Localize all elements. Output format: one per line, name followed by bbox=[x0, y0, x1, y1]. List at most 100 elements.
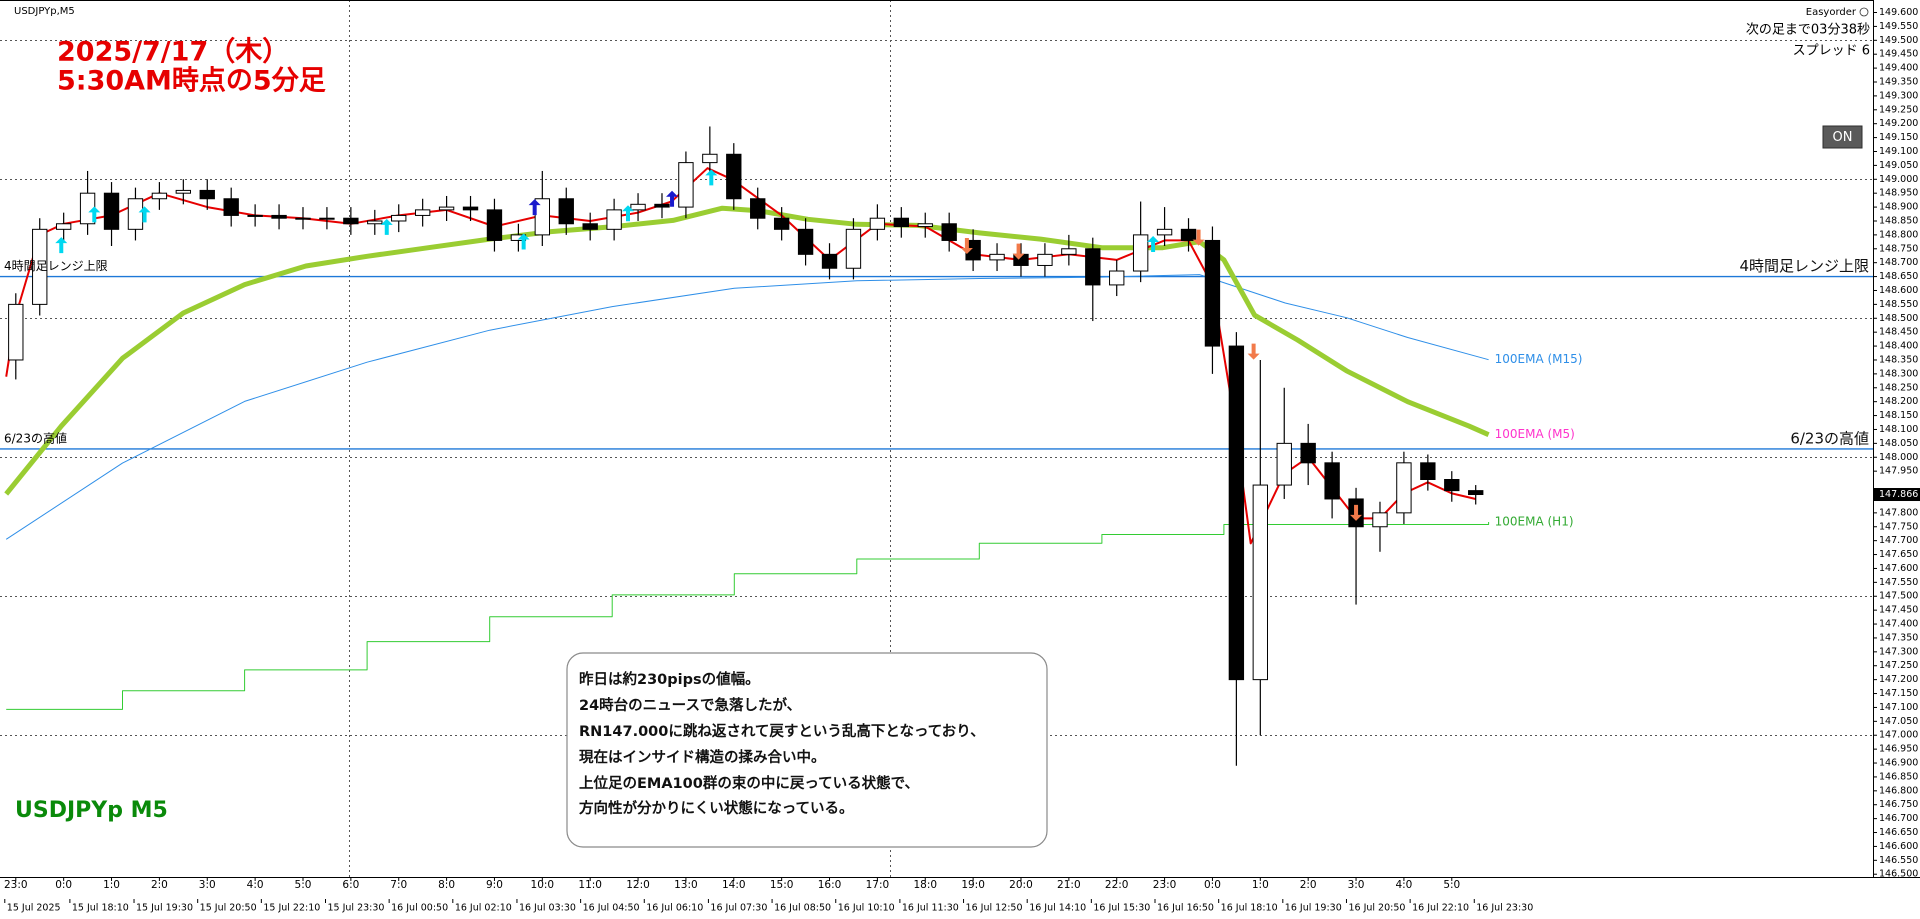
signal-arrow bbox=[517, 233, 530, 250]
x-tick-server-label: 16 Jul 11:30 bbox=[902, 903, 959, 914]
candle-body bbox=[582, 223, 598, 230]
x-tick-label: 22:0 bbox=[1105, 879, 1129, 891]
signal-arrow bbox=[1012, 243, 1025, 260]
x-tick-label: 11:0 bbox=[578, 879, 602, 891]
x-tick-label: 16:0 bbox=[818, 879, 842, 891]
x-tick-label: 4:0 bbox=[1395, 879, 1412, 891]
y-tick-label: 148.850 bbox=[1879, 215, 1918, 226]
x-tick-label: 3:0 bbox=[199, 879, 216, 891]
x-tick-server-label: 15 Jul 22:10 bbox=[263, 903, 320, 914]
x-tick-label: 10:0 bbox=[531, 879, 555, 891]
y-tick-label: 148.950 bbox=[1879, 188, 1918, 199]
y-tick-label: 146.750 bbox=[1879, 799, 1918, 810]
on-button[interactable]: ON bbox=[1822, 125, 1863, 149]
y-tick-label: 149.050 bbox=[1879, 160, 1918, 171]
x-tick-label: 4:0 bbox=[247, 879, 264, 891]
x-tick-server-label: 16 Jul 00:50 bbox=[391, 903, 448, 914]
candle-body bbox=[1372, 512, 1388, 528]
signal-arrow bbox=[666, 190, 679, 207]
candle-body bbox=[103, 192, 120, 230]
x-tick-server-label: 15 Jul 2025 bbox=[7, 903, 61, 914]
signal-arrow bbox=[55, 237, 68, 254]
candle-body bbox=[223, 198, 239, 216]
y-tick-label: 148.500 bbox=[1879, 313, 1918, 324]
overlay-text: USDJPYp,M5 2025/7/17（木） 5:30AM時点の5分足 USD… bbox=[4, 6, 1870, 848]
x-tick-label: 7:0 bbox=[390, 879, 407, 891]
candle-body bbox=[1180, 228, 1197, 241]
candle-body bbox=[917, 223, 933, 228]
x-tick-label: 0:0 bbox=[55, 879, 72, 891]
y-tick-label: 147.650 bbox=[1879, 549, 1918, 560]
x-tick-label: 5:0 bbox=[295, 879, 312, 891]
x-tick-server-label: 16 Jul 16:50 bbox=[1157, 903, 1214, 914]
chart-title: 2025/7/17（木） bbox=[57, 37, 289, 68]
x-tick-server-label: 16 Jul 20:50 bbox=[1348, 903, 1405, 914]
y-tick-label: 148.250 bbox=[1879, 382, 1918, 393]
candle-body bbox=[869, 217, 886, 230]
y-tick-label: 148.050 bbox=[1879, 438, 1918, 449]
candle-body bbox=[773, 217, 790, 230]
candle-body bbox=[1037, 253, 1053, 266]
bar-countdown: 次の足まで03分38秒 bbox=[1746, 23, 1870, 38]
x-tick-server-label: 16 Jul 19:30 bbox=[1285, 903, 1342, 914]
button-background[interactable] bbox=[1822, 125, 1863, 149]
button-label[interactable]: ON bbox=[1833, 130, 1853, 145]
x-tick-label: 21:0 bbox=[1057, 879, 1081, 891]
annotation-frame bbox=[566, 652, 1048, 848]
y-tick-label: 148.400 bbox=[1879, 341, 1918, 352]
y-tick-label: 148.650 bbox=[1879, 271, 1918, 282]
signal-arrow bbox=[528, 199, 541, 216]
y-tick-label: 149.600 bbox=[1879, 7, 1918, 18]
y-tick-label: 148.700 bbox=[1879, 257, 1918, 268]
x-tick-label: 5:0 bbox=[1443, 879, 1460, 891]
x-tick-label: 9:0 bbox=[486, 879, 503, 891]
candle-body bbox=[319, 217, 335, 220]
candle-body bbox=[1204, 239, 1221, 347]
legend-label: 100EMA (M5) bbox=[1495, 427, 1575, 441]
level-label: 6/23の高値 bbox=[1790, 429, 1869, 447]
y-tick-label: 146.700 bbox=[1879, 813, 1918, 824]
x-tick-label: 15:0 bbox=[770, 879, 794, 891]
y-tick-label: 147.500 bbox=[1879, 591, 1918, 602]
y-tick-label: 147.600 bbox=[1879, 563, 1918, 574]
y-tick-label: 147.550 bbox=[1879, 577, 1918, 588]
y-tick-label: 146.650 bbox=[1879, 827, 1918, 838]
x-tick-server-label: 16 Jul 12:50 bbox=[966, 903, 1023, 914]
x-tick-server-label: 15 Jul 18:10 bbox=[72, 903, 129, 914]
y-tick-label: 146.850 bbox=[1879, 771, 1918, 782]
x-tick-label: 6:0 bbox=[342, 879, 359, 891]
y-tick-label: 149.300 bbox=[1879, 90, 1918, 101]
annotation-line: 上位足のEMA100群の束の中に戻っている状態で、 bbox=[579, 774, 919, 792]
y-tick-label: 149.000 bbox=[1879, 174, 1918, 185]
candle-body bbox=[1061, 248, 1077, 255]
y-tick-label: 146.600 bbox=[1879, 841, 1918, 852]
y-tick-label: 147.250 bbox=[1879, 660, 1918, 671]
y-tick-label: 148.600 bbox=[1879, 285, 1918, 296]
symbol-label: USDJPYp,M5 bbox=[14, 6, 75, 17]
annotation-line: 昨日は約230pipsの値幅。 bbox=[579, 670, 760, 688]
x-tick-server-label: 16 Jul 08:50 bbox=[774, 903, 831, 914]
x-tick-server-label: 15 Jul 20:50 bbox=[200, 903, 257, 914]
y-tick-label: 147.950 bbox=[1879, 466, 1918, 477]
candle-body bbox=[654, 203, 670, 208]
easyorder-icon[interactable] bbox=[1859, 7, 1869, 17]
candle-body bbox=[630, 203, 646, 211]
candle-body bbox=[1276, 442, 1292, 486]
candle-body bbox=[821, 253, 838, 269]
annotation-line: 現在はインサイド構造の揉み合い中。 bbox=[579, 748, 826, 766]
y-tick-label: 147.000 bbox=[1879, 730, 1918, 741]
signal-arrow bbox=[138, 206, 151, 223]
x-tick-server-label: 16 Jul 23:30 bbox=[1476, 903, 1533, 914]
x-tick-label: 2:0 bbox=[1300, 879, 1317, 891]
x-tick-label: 0:0 bbox=[1204, 879, 1221, 891]
annotation-box: 昨日は約230pipsの値幅。 24時台のニュースで急落したが、 RN147.0… bbox=[566, 652, 1048, 848]
indicator-line bbox=[4, 205, 1490, 496]
x-tick-server-label: 16 Jul 07:30 bbox=[710, 903, 767, 914]
x-tick-server-label: 15 Jul 23:30 bbox=[327, 903, 384, 914]
x-tick-label: 3:0 bbox=[1348, 879, 1365, 891]
signal-arrow bbox=[1247, 343, 1260, 360]
legend-label: 100EMA (M15) bbox=[1495, 352, 1583, 366]
y-tick-label: 148.750 bbox=[1879, 243, 1918, 254]
indicator-line bbox=[6, 522, 1490, 710]
